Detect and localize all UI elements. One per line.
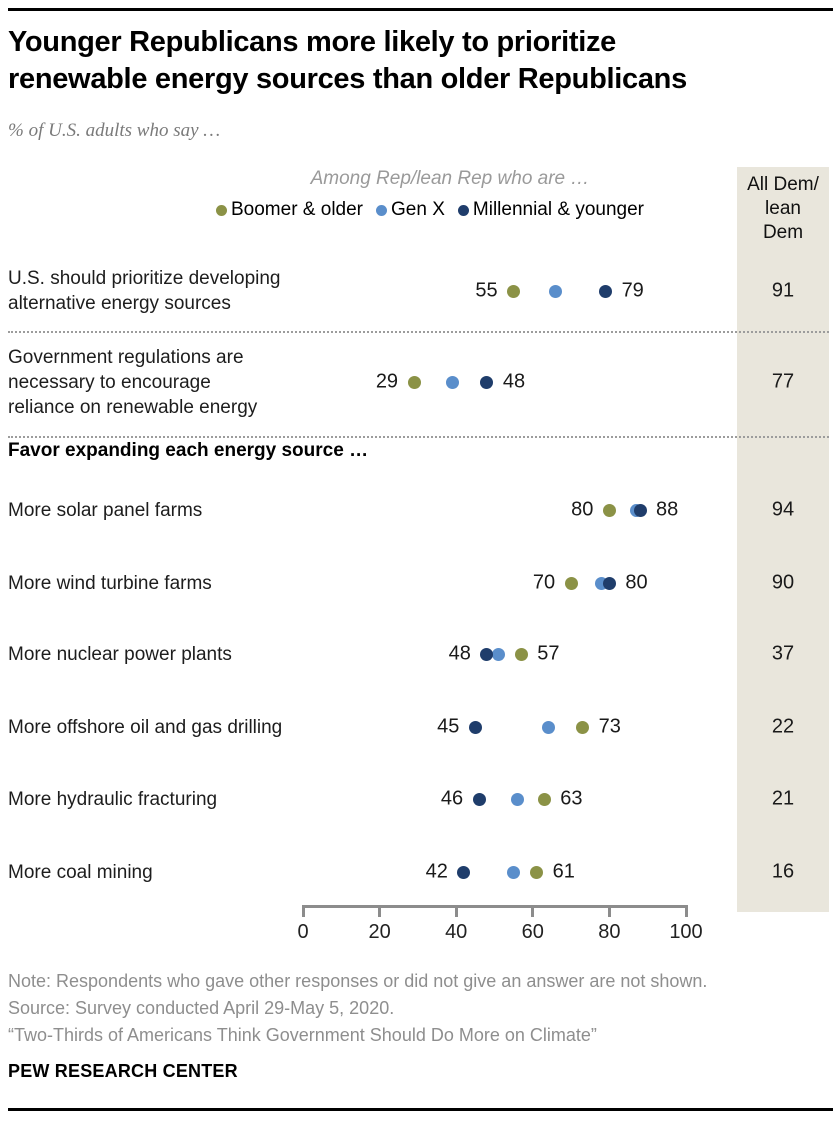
row-label: Government regulations are necessary to … — [8, 347, 258, 418]
axis-tick — [531, 905, 535, 917]
value-label-right: 48 — [502, 370, 526, 393]
axis-tick — [378, 905, 382, 917]
genx-dot-marker — [541, 720, 555, 734]
dem-column-background — [737, 167, 829, 912]
value-label-left: 46 — [440, 787, 464, 810]
legend-item: Millennial & younger — [457, 199, 644, 221]
footer-note: Note: Respondents who gave other respons… — [8, 971, 708, 991]
millennial-dot-marker — [472, 792, 486, 806]
millennial-dot-marker — [602, 576, 616, 590]
legend-item: Boomer & older — [216, 199, 363, 221]
dem-value: 90 — [771, 571, 795, 594]
axis-tick-label: 20 — [368, 921, 391, 943]
dem-value: 16 — [771, 860, 795, 883]
legend-heading: Among Rep/lean Rep who are … — [310, 168, 590, 189]
dem-value: 22 — [771, 715, 795, 738]
boomer-dot-marker — [564, 576, 578, 590]
value-label-left: 29 — [375, 370, 399, 393]
dem-value: 37 — [771, 642, 795, 665]
row-label: U.S. should prioritize developing altern… — [8, 268, 281, 314]
dem-value: 21 — [771, 787, 795, 810]
value-label-right: 63 — [560, 787, 583, 810]
page-title: Younger Republicans more likely to prior… — [8, 26, 687, 95]
value-label-right: 57 — [537, 642, 560, 665]
value-label-left: 80 — [571, 498, 594, 521]
legend-dot-icon — [216, 204, 227, 216]
bottom-rule — [8, 1108, 833, 1111]
axis-tick-label: 60 — [521, 921, 544, 943]
boomer-dot-marker — [576, 720, 590, 734]
genx-dot-marker — [549, 284, 563, 298]
row-label: More coal mining — [8, 862, 153, 883]
footer-source: Source: Survey conducted April 29-May 5,… — [8, 998, 395, 1018]
value-label-left: 48 — [448, 642, 471, 665]
value-label-right: 88 — [656, 498, 679, 521]
value-label-right: 79 — [621, 279, 644, 302]
brand-wordmark: PEW RESEARCH CENTER — [8, 1061, 238, 1081]
boomer-dot-marker — [407, 375, 421, 389]
axis-tick-label: 80 — [598, 921, 621, 943]
millennial-dot-marker — [480, 375, 494, 389]
dem-value: 91 — [771, 279, 795, 302]
legend-item-label: Gen X — [391, 199, 445, 220]
value-label-right: 80 — [625, 571, 648, 594]
value-label-left: 42 — [425, 860, 448, 883]
legend-item: Gen X — [376, 199, 445, 221]
legend-dot-icon — [376, 204, 388, 216]
legend-item-label: Boomer & older — [231, 199, 364, 220]
row-label: More hydraulic fracturing — [8, 789, 218, 810]
axis-tick — [301, 905, 305, 917]
millennial-dot-marker — [468, 720, 482, 734]
value-label-left: 45 — [437, 715, 460, 738]
value-label-right: 73 — [598, 715, 621, 738]
boomer-dot-marker — [507, 284, 521, 298]
page-subtitle: % of U.S. adults who say … — [8, 120, 221, 141]
row-label: More nuclear power plants — [8, 644, 232, 665]
boomer-dot-marker — [602, 503, 616, 517]
row-separator — [8, 331, 829, 333]
row-separator — [8, 436, 829, 438]
axis-tick — [684, 905, 688, 917]
boomer-dot-marker — [537, 792, 551, 806]
genx-dot-marker — [445, 375, 459, 389]
axis-tick-label: 0 — [297, 921, 309, 943]
value-label-right: 61 — [552, 860, 575, 883]
boomer-dot-marker — [514, 647, 528, 661]
dem-value: 77 — [771, 370, 795, 393]
legend-item-label: Millennial & younger — [472, 199, 644, 220]
millennial-dot-marker — [599, 284, 613, 298]
boomer-dot-marker — [530, 865, 544, 879]
millennial-dot-marker — [633, 503, 647, 517]
value-label-left: 55 — [475, 279, 498, 302]
value-label-left: 70 — [532, 571, 556, 594]
axis-tick — [454, 905, 458, 917]
dem-column-header: All Dem/ lean Dem — [747, 174, 819, 243]
axis-tick-label: 40 — [445, 921, 468, 943]
row-label: More offshore oil and gas drilling — [8, 717, 283, 738]
footer-report-title: “Two-Thirds of Americans Think Governmen… — [8, 1025, 597, 1045]
row-label: More wind turbine farms — [8, 573, 212, 594]
section-header: Favor expanding each energy source … — [8, 440, 369, 461]
millennial-dot-marker — [457, 865, 471, 879]
row-label: More solar panel farms — [8, 500, 203, 521]
legend: Boomer & older Gen X Millennial & younger — [140, 199, 720, 221]
dem-value: 94 — [771, 498, 795, 521]
genx-dot-marker — [507, 865, 521, 879]
legend-dot-icon — [457, 204, 469, 216]
genx-dot-marker — [510, 792, 524, 806]
millennial-dot-marker — [480, 647, 494, 661]
top-rule — [8, 8, 833, 11]
axis-tick-label: 100 — [669, 921, 703, 943]
axis-tick — [607, 905, 611, 917]
genx-dot-marker — [491, 647, 505, 661]
x-axis-line — [302, 905, 686, 908]
